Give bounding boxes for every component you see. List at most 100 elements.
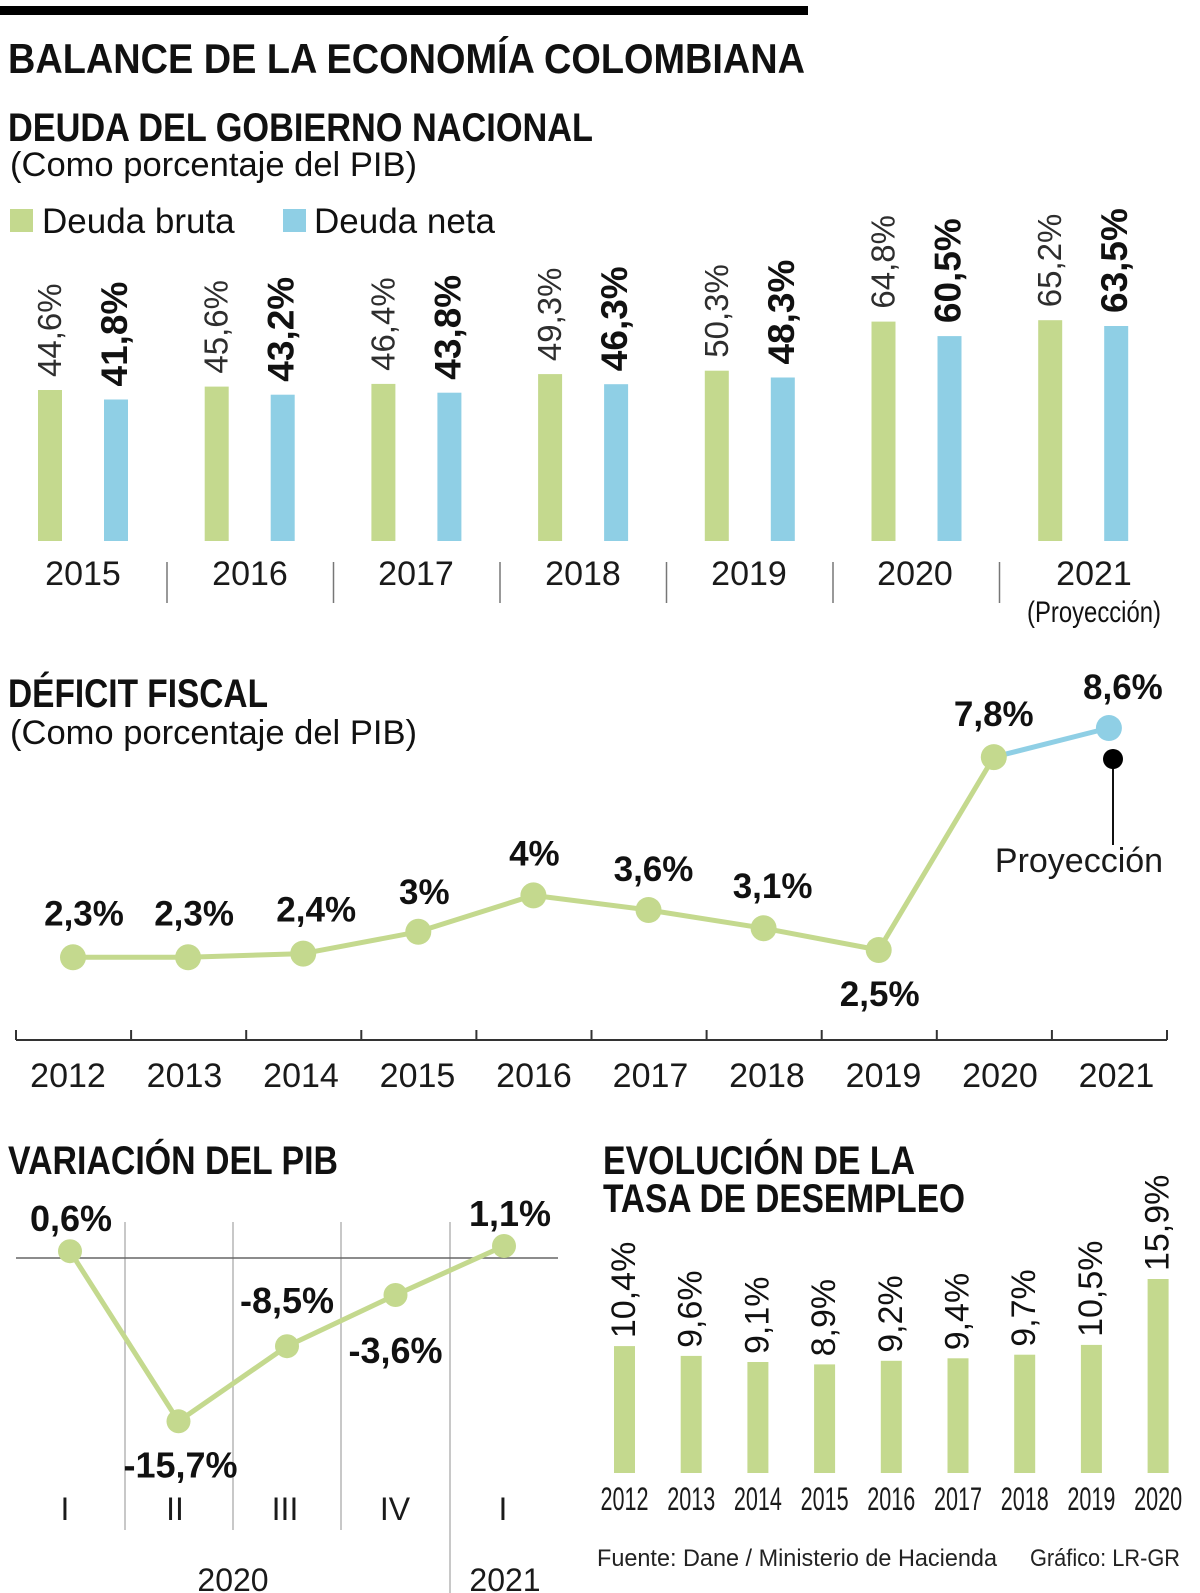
debt-title: DEUDA DEL GOBIERNO NACIONAL (8, 106, 593, 150)
value-label-net-debt-2019: 48,3% (761, 260, 802, 365)
deficit-title: DÉFICIT FISCAL (8, 671, 268, 716)
projection-note: (Proyección) (1027, 596, 1161, 629)
gdp-chart: 0,6% I -15,7% II -8,5% III -3,6% IV 1,1% I 2020 202… (16, 1193, 558, 1593)
bar-net-debt-2019 (770, 377, 795, 541)
unemployment-title-line-2: TASA DE DESEMPLEO (603, 1177, 965, 1221)
legend-swatch-net-debt (283, 209, 306, 232)
source-note: Fuente: Dane / Ministerio de Hacienda (597, 1545, 998, 1572)
bar-net-debt-2021 (1104, 326, 1129, 541)
bar-net-debt-2016 (270, 394, 295, 541)
deficit-point-2015 (405, 918, 432, 945)
deficit-value-label-2021: 8,6% (1083, 668, 1163, 707)
deficit-value-label-2012: 2,3% (44, 894, 124, 933)
deficit-point-2013 (175, 944, 202, 971)
deficit-point-2020 (980, 744, 1007, 771)
deficit-value-label-2018: 3,1% (733, 867, 813, 906)
gdp-value-label-3: -3,6% (348, 1330, 442, 1371)
bar-unemployment-2019 (1080, 1344, 1102, 1473)
deficit-projection-line (993, 725, 1110, 760)
bar-unemployment-2016 (880, 1360, 902, 1473)
gdp-value-label-2: -8,5% (240, 1280, 334, 1321)
unemployment-title-line-1: EVOLUCIÓN DE LA (603, 1137, 915, 1183)
value-label-net-debt-2015: 41,8% (94, 282, 135, 387)
value-label-gross-debt-2020: 64,8% (865, 215, 902, 309)
unemployment-year-label-2015: 2015 (801, 1481, 849, 1517)
unemployment-value-label-2015: 8,9% (805, 1279, 843, 1357)
bar-gross-debt-2017 (371, 383, 396, 541)
deficit-value-label-2015: 3% (399, 873, 450, 912)
bar-unemployment-2020 (1147, 1279, 1169, 1473)
value-label-gross-debt-2017: 46,4% (364, 277, 401, 371)
gdp-value-label-4: 1,1% (469, 1193, 551, 1234)
year-label-2018: 2018 (545, 555, 621, 593)
unemployment-value-label-2018: 9,7% (1005, 1269, 1043, 1347)
quarter-label-0: I (61, 1491, 70, 1527)
unemployment-value-label-2016: 9,2% (872, 1275, 910, 1353)
gdp-point-0 (58, 1239, 82, 1264)
unemployment-value-label-2012: 10,4% (605, 1242, 643, 1338)
deficit-year-label-2020: 2020 (962, 1057, 1038, 1095)
bar-net-debt-2017 (437, 392, 462, 541)
deficit-point-2017 (635, 897, 662, 923)
unemployment-chart: 10,4% 2012 9,6% 2013 9,1% 2014 8,9% 2015 9,2% 201… (601, 1175, 1183, 1517)
bar-unemployment-2013 (680, 1355, 702, 1473)
deficit-point-2019 (865, 937, 892, 963)
deficit-value-label-2019: 2,5% (840, 975, 920, 1014)
bar-gross-debt-2016 (204, 386, 229, 541)
gdp-value-label-0: 0,6% (30, 1198, 112, 1239)
projection-marker (1103, 749, 1123, 769)
year-group-label-2021: 2021 (469, 1562, 540, 1593)
unemployment-year-label-2014: 2014 (734, 1481, 782, 1517)
deficit-year-label-2016: 2016 (496, 1057, 572, 1095)
unemployment-value-label-2019: 10,5% (1072, 1240, 1110, 1336)
year-label-2021: 2021 (1056, 555, 1132, 593)
unemployment-value-label-2017: 9,4% (939, 1273, 977, 1351)
year-group-label-2020: 2020 (197, 1562, 268, 1593)
deficit-point-2014 (290, 940, 317, 967)
deficit-year-label-2019: 2019 (846, 1057, 922, 1095)
year-label-2017: 2017 (378, 555, 454, 593)
unemployment-year-label-2012: 2012 (601, 1481, 649, 1517)
value-label-gross-debt-2021: 65,2% (1031, 214, 1068, 308)
page-title: BALANCE DE LA ECONOMÍA COLOMBIANA (8, 35, 805, 82)
deficit-value-label-2016: 4% (509, 834, 560, 873)
quarter-label-4: I (499, 1491, 508, 1527)
bar-gross-debt-2018 (538, 374, 563, 541)
unemployment-year-label-2018: 2018 (1001, 1481, 1049, 1517)
bar-gross-debt-2019 (704, 370, 729, 541)
deficit-year-label-2018: 2018 (729, 1057, 805, 1095)
bar-unemployment-2018 (1014, 1354, 1036, 1473)
bar-net-debt-2015 (104, 399, 128, 541)
gdp-point-1 (166, 1409, 191, 1434)
bar-unemployment-2017 (947, 1358, 969, 1473)
projection-label: Proyección (995, 842, 1163, 880)
graphic-credit: Gráfico: LR-GR (1030, 1545, 1180, 1572)
value-label-net-debt-2016: 43,2% (261, 277, 302, 382)
quarter-label-1: II (166, 1491, 184, 1527)
deficit-value-label-2017: 3,6% (614, 850, 694, 889)
deficit-section: DÉFICIT FISCAL (Como porcentaje del PIB)… (8, 668, 1168, 1095)
deficit-point-2016 (520, 882, 547, 909)
gdp-point-4 (492, 1234, 516, 1258)
unemployment-value-label-2013: 9,6% (672, 1270, 710, 1348)
deficit-value-label-2014: 2,4% (276, 891, 356, 930)
deficit-year-label-2013: 2013 (147, 1057, 223, 1095)
quarter-label-2: III (272, 1491, 299, 1527)
deficit-chart: Proyección 2,3% 2012 2,3% 2013 2,4% 2014 3% 2015… (15, 668, 1168, 1095)
debt-chart: 44,6% 41,8% 2015 45,6% 43,2% 2016 46,4% 43,8% 20… (31, 208, 1161, 629)
value-label-gross-debt-2019: 50,3% (698, 264, 735, 358)
legend-label-gross-debt: Deuda bruta (42, 202, 235, 241)
unemployment-section: EVOLUCIÓN DE LA TASA DE DESEMPLEO 10,4% 2… (601, 1137, 1183, 1517)
gdp-section: VARIACIÓN DEL PIB 0,6% I -15,7% II -8,5% III -… (8, 1137, 558, 1593)
bar-gross-debt-2021 (1038, 320, 1063, 541)
year-label-2015: 2015 (45, 555, 121, 593)
value-label-gross-debt-2016: 45,6% (198, 280, 235, 374)
debt-section: DEUDA DEL GOBIERNO NACIONAL (Como porcen… (8, 106, 1161, 629)
deficit-year-label-2015: 2015 (380, 1057, 456, 1095)
year-label-2016: 2016 (212, 555, 288, 593)
unemployment-year-label-2019: 2019 (1067, 1481, 1115, 1517)
debt-subtitle: (Como porcentaje del PIB) (10, 146, 417, 184)
deficit-point-2012 (60, 944, 86, 971)
deficit-subtitle: (Como porcentaje del PIB) (10, 714, 417, 752)
